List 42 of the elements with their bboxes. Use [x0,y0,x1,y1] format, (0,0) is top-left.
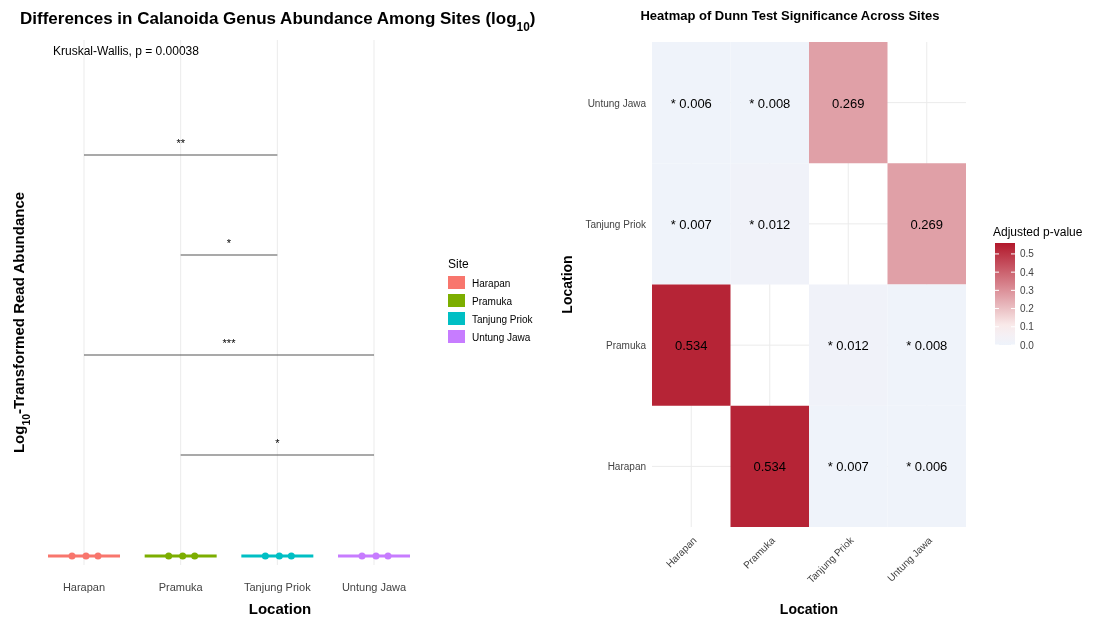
color-bar-label: 0.1 [1020,321,1035,333]
data-label: 0.269 [831,95,865,111]
legend-title: Site [448,257,469,271]
color-bar-label: 0.4 [1020,266,1035,278]
data-label: 0.534 [674,338,708,354]
y-axis-title: Location [559,255,575,314]
y-tick-label: Pramuka [605,340,647,352]
y-tick-label: Harapan [607,461,646,473]
color-bar-label: 0.0 [1020,339,1035,351]
data-label: 0.269 [910,216,944,232]
data-label: * 0.007 [670,216,712,232]
category-label: Harapan [62,581,106,593]
x-axis-title: Location [779,601,839,617]
color-bar-label: 0.3 [1020,284,1035,296]
data-label: * 0.007 [827,459,869,475]
data-label: * 0.012 [827,338,869,354]
text: Kruskal-Wallis, p = 0.00038 [53,44,200,58]
significance-bracket: * [180,437,375,456]
data-label: * 0.008 [749,95,791,111]
y-tick-label: Tanjung Priok [585,218,647,230]
category-label: Pramuka [158,581,204,593]
data-label: * 0.006 [906,459,948,475]
category-label: Tanjung Priok [472,314,533,325]
significance-bracket: ** [83,137,278,156]
category-label: Harapan [472,278,511,289]
data-label: * 0.008 [906,338,948,354]
text: Location [248,600,312,617]
significance-bracket: *** [83,337,375,356]
data-label: 0.534 [753,459,787,475]
data-label: * 0.006 [670,95,712,111]
y-tick-label: Untung Jawa [587,97,647,109]
color-bar-title: Adjusted p-value [993,225,1083,239]
significance-bracket: * [180,237,278,256]
color-bar-label: 0.5 [1020,248,1035,260]
data-label: * 0.012 [749,216,791,232]
category-label: Pramuka [472,296,513,307]
category-label: Untung Jawa [341,581,407,593]
text: Differences in Calanoida Genus Abundance Among Sites (log$_{10}$) [20,9,536,34]
color-bar-label: 0.2 [1020,303,1035,315]
chart-title: Heatmap of Dunn Test Significance Across Sites [640,8,940,23]
category-label: Tanjung Priok [244,581,312,593]
category-label: Untung Jawa [472,332,531,343]
